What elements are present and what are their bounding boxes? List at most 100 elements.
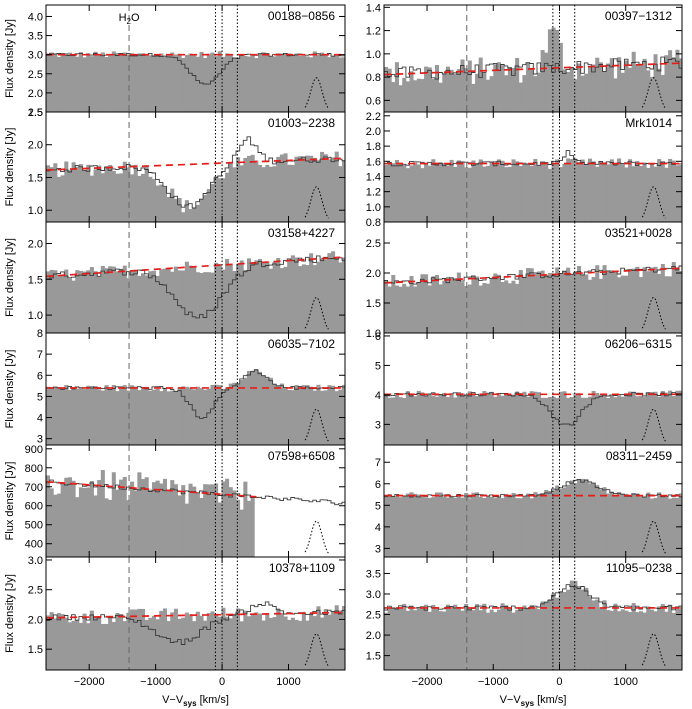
flux-bar <box>148 390 153 445</box>
x-tick-label: 1000 <box>613 676 637 688</box>
flux-bar <box>467 167 472 222</box>
panel-title: 03521+0028 <box>605 226 672 240</box>
flux-bar <box>210 484 215 557</box>
flux-bar <box>75 56 80 112</box>
flux-bar <box>89 267 94 333</box>
flux-bar <box>141 173 146 222</box>
flux-fill-series <box>46 51 345 112</box>
flux-fill-series <box>384 390 682 445</box>
flux-bar <box>217 502 222 557</box>
flux-bar <box>526 396 531 445</box>
x-axis-label: V−Vsys [km/s] <box>500 694 567 708</box>
flux-bar <box>536 609 542 670</box>
flux-bar <box>649 164 654 222</box>
flux-bar <box>427 394 432 445</box>
flux-bar <box>342 606 345 670</box>
y-tick-label: 900 <box>25 444 43 456</box>
flux-bar <box>236 384 241 445</box>
flux-bar <box>111 170 116 222</box>
flux-bar <box>405 81 410 112</box>
flux-bar <box>511 394 516 445</box>
flux-bar <box>671 160 676 222</box>
flux-bar <box>577 393 582 445</box>
flux-bar <box>566 158 571 222</box>
flux-bar <box>119 479 124 557</box>
y-tick-label: 400 <box>25 539 43 551</box>
flux-bar <box>115 489 120 557</box>
flux-bar <box>496 497 501 557</box>
y-tick-label: 2.0 <box>28 238 43 250</box>
flux-bar <box>591 482 596 557</box>
flux-bar <box>301 156 306 222</box>
flux-bar <box>413 80 418 112</box>
flux-bar <box>398 162 403 222</box>
flux-bar <box>551 593 556 670</box>
flux-bar <box>551 27 556 112</box>
flux-bar <box>384 612 389 670</box>
flux-bar <box>236 499 241 557</box>
flux-bar <box>130 53 135 112</box>
flux-bar <box>309 613 314 670</box>
flux-bar <box>97 389 102 445</box>
x-tick-label: −1000 <box>140 676 171 688</box>
flux-bar <box>482 497 487 557</box>
flux-bar <box>49 167 54 222</box>
flux-bar <box>434 492 440 557</box>
flux-bar <box>547 272 552 333</box>
flux-bar <box>573 393 578 445</box>
y-tick-label: 8 <box>37 328 43 340</box>
flux-bar <box>122 476 127 557</box>
flux-bar <box>402 165 407 222</box>
flux-bar <box>478 285 483 333</box>
flux-bar <box>467 608 472 670</box>
flux-bar <box>620 72 625 112</box>
flux-bar <box>464 167 469 222</box>
flux-bar <box>119 387 124 445</box>
flux-bar <box>569 397 574 445</box>
flux-bar <box>660 604 665 670</box>
flux-bar <box>119 268 124 333</box>
flux-bar <box>526 62 531 112</box>
flux-bar <box>137 608 142 670</box>
flux-bar <box>250 55 255 112</box>
flux-bar <box>668 604 673 670</box>
flux-bar <box>331 55 336 112</box>
flux-bar <box>298 156 303 222</box>
flux-bar <box>613 603 618 670</box>
flux-bar <box>89 385 94 445</box>
flux-bar <box>551 490 556 557</box>
flux-bar <box>449 278 454 333</box>
flux-bar <box>638 63 643 112</box>
flux-bar <box>257 613 263 670</box>
flux-bar <box>482 603 487 670</box>
reference-profile <box>304 633 329 667</box>
flux-bar <box>115 271 120 333</box>
flux-bar <box>53 270 58 333</box>
flux-bar <box>82 170 87 222</box>
flux-bar <box>155 619 160 670</box>
flux-bar <box>394 159 399 222</box>
flux-bar <box>566 71 571 112</box>
flux-bar <box>192 208 197 222</box>
flux-bar <box>122 265 127 333</box>
y-tick-label: 3.0 <box>28 50 43 62</box>
flux-bar <box>192 389 197 445</box>
flux-bar <box>631 493 636 557</box>
flux-bar <box>675 608 680 670</box>
x-tick-label: −2000 <box>74 676 105 688</box>
flux-bar <box>573 79 578 112</box>
flux-bar <box>261 167 266 222</box>
flux-bar <box>75 497 80 557</box>
flux-bar <box>609 610 614 670</box>
flux-bar <box>342 384 345 445</box>
flux-bar <box>115 173 120 222</box>
flux-bar <box>316 54 321 112</box>
flux-bar <box>595 57 600 112</box>
flux-bar <box>236 608 241 670</box>
flux-bar <box>387 607 392 670</box>
flux-bar <box>221 178 226 222</box>
flux-bar <box>320 390 325 445</box>
flux-bar <box>533 607 538 670</box>
flux-bar <box>391 275 396 333</box>
flux-bar <box>653 497 658 557</box>
